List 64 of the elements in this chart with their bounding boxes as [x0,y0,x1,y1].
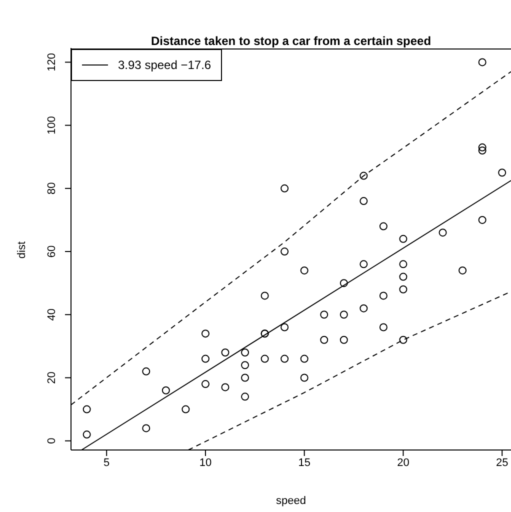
chart-title: Distance taken to stop a car from a certain speed [150,34,432,48]
point [340,336,348,344]
point [379,292,388,300]
y-tick-label: 60 [46,245,58,258]
point [478,216,486,224]
y-tick-label: 40 [46,308,58,321]
point [340,310,348,319]
point [360,172,368,180]
point [142,424,150,432]
point [320,336,328,344]
point [399,272,408,281]
legend-label: 3.93 speed −17.6 [118,58,212,72]
point [280,323,289,332]
x-tick-label: 5 [104,456,110,469]
point [438,228,447,237]
point [241,361,250,370]
x-tick-label: 20 [397,456,410,469]
point [280,354,289,363]
point [360,260,368,268]
point [320,310,328,319]
y-tick-label: 20 [46,372,58,384]
x-tick-label: 10 [199,456,212,469]
point [82,405,91,414]
point [241,348,250,356]
y-tick-label: 0 [46,438,58,444]
point [478,58,486,66]
y-axis-title: dist [16,241,28,259]
point [201,380,210,388]
y-tick-label: 120 [46,53,58,72]
point [182,405,190,414]
point [399,260,408,268]
point [379,323,388,332]
point [221,383,230,392]
point [478,143,486,152]
y-tick-label: 80 [46,182,58,195]
point [241,392,250,401]
x-tick-label: 15 [298,456,310,469]
y-tick-label: 100 [46,116,58,134]
point [458,266,467,274]
point [300,374,308,382]
point [399,336,408,344]
point [280,184,289,192]
x-axis-title: speed [275,495,307,507]
point [162,386,170,394]
point [340,279,348,288]
x-tick-label: 25 [496,456,508,469]
point [399,285,408,294]
point [399,234,408,243]
point [379,222,388,230]
point [221,348,230,356]
point [498,168,506,177]
point [201,354,210,363]
point [201,330,210,338]
point [478,146,486,155]
point [300,354,308,363]
point [360,197,368,206]
point [300,266,308,274]
point [260,292,269,300]
point [82,430,91,439]
point [360,304,368,312]
point [260,354,269,363]
point [280,248,289,256]
point [142,367,150,376]
point [241,374,250,382]
